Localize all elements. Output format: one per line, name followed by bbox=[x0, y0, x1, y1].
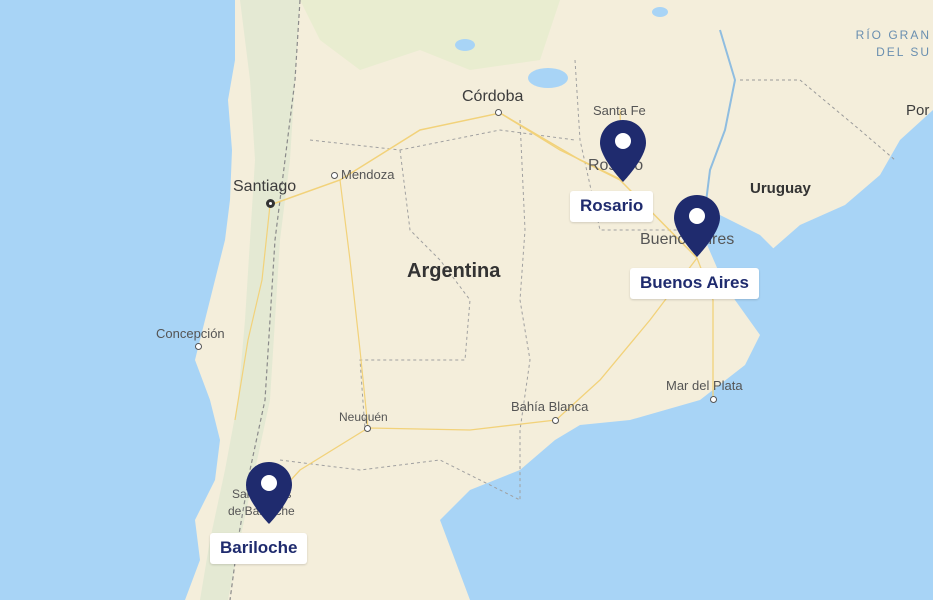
city-dot bbox=[331, 172, 338, 179]
capital-dot bbox=[266, 199, 275, 208]
country-label-uruguay: Uruguay bbox=[750, 180, 811, 197]
place-label-porto: Por bbox=[906, 102, 930, 119]
water-label-line: RÍO GRAN bbox=[855, 28, 931, 42]
place-label-santa-fe: Santa Fe bbox=[593, 103, 646, 118]
road bbox=[234, 204, 271, 421]
landmass bbox=[185, 0, 933, 600]
road bbox=[499, 112, 623, 181]
place-label-cordoba: Córdoba bbox=[462, 88, 524, 105]
place-label-concepcion: Concepción bbox=[156, 326, 225, 341]
place-label-bahia-blanca: Bahía Blanca bbox=[511, 399, 589, 414]
map-pin-icon[interactable] bbox=[672, 193, 722, 259]
city-dot bbox=[364, 425, 371, 432]
marker-label-buenos-aires[interactable]: Buenos Aires bbox=[630, 268, 759, 299]
andes-band bbox=[200, 0, 300, 600]
place-label-santiago: Santiago bbox=[233, 178, 297, 195]
river bbox=[704, 29, 737, 211]
place-label-neuquen: Neuquén bbox=[339, 410, 388, 424]
lake bbox=[652, 7, 668, 17]
province-border bbox=[279, 459, 521, 501]
country-label-argentina: Argentina bbox=[407, 260, 501, 282]
road bbox=[339, 179, 369, 429]
border bbox=[740, 79, 896, 161]
water-label-rio-grande: RÍO GRAN DEL SU bbox=[856, 27, 931, 62]
city-dot bbox=[552, 417, 559, 424]
city-dot bbox=[495, 109, 502, 116]
province-border bbox=[519, 119, 531, 500]
water-label-line: DEL SU bbox=[876, 45, 931, 60]
map-pin-icon[interactable] bbox=[598, 118, 648, 184]
province-border bbox=[359, 149, 471, 431]
map-pin-icon[interactable] bbox=[244, 460, 294, 526]
green-north bbox=[300, 0, 560, 70]
lake bbox=[528, 68, 568, 88]
marker-label-rosario[interactable]: Rosario bbox=[570, 191, 654, 222]
city-dot bbox=[710, 396, 717, 403]
province-border bbox=[574, 59, 680, 231]
place-label-mar-del-plata: Mar del Plata bbox=[666, 378, 743, 393]
city-dot bbox=[195, 343, 202, 350]
lake bbox=[455, 39, 475, 51]
border bbox=[229, 0, 301, 600]
marker-label-bariloche[interactable]: Bariloche bbox=[210, 533, 308, 564]
place-label-mendoza: Mendoza bbox=[341, 167, 395, 182]
